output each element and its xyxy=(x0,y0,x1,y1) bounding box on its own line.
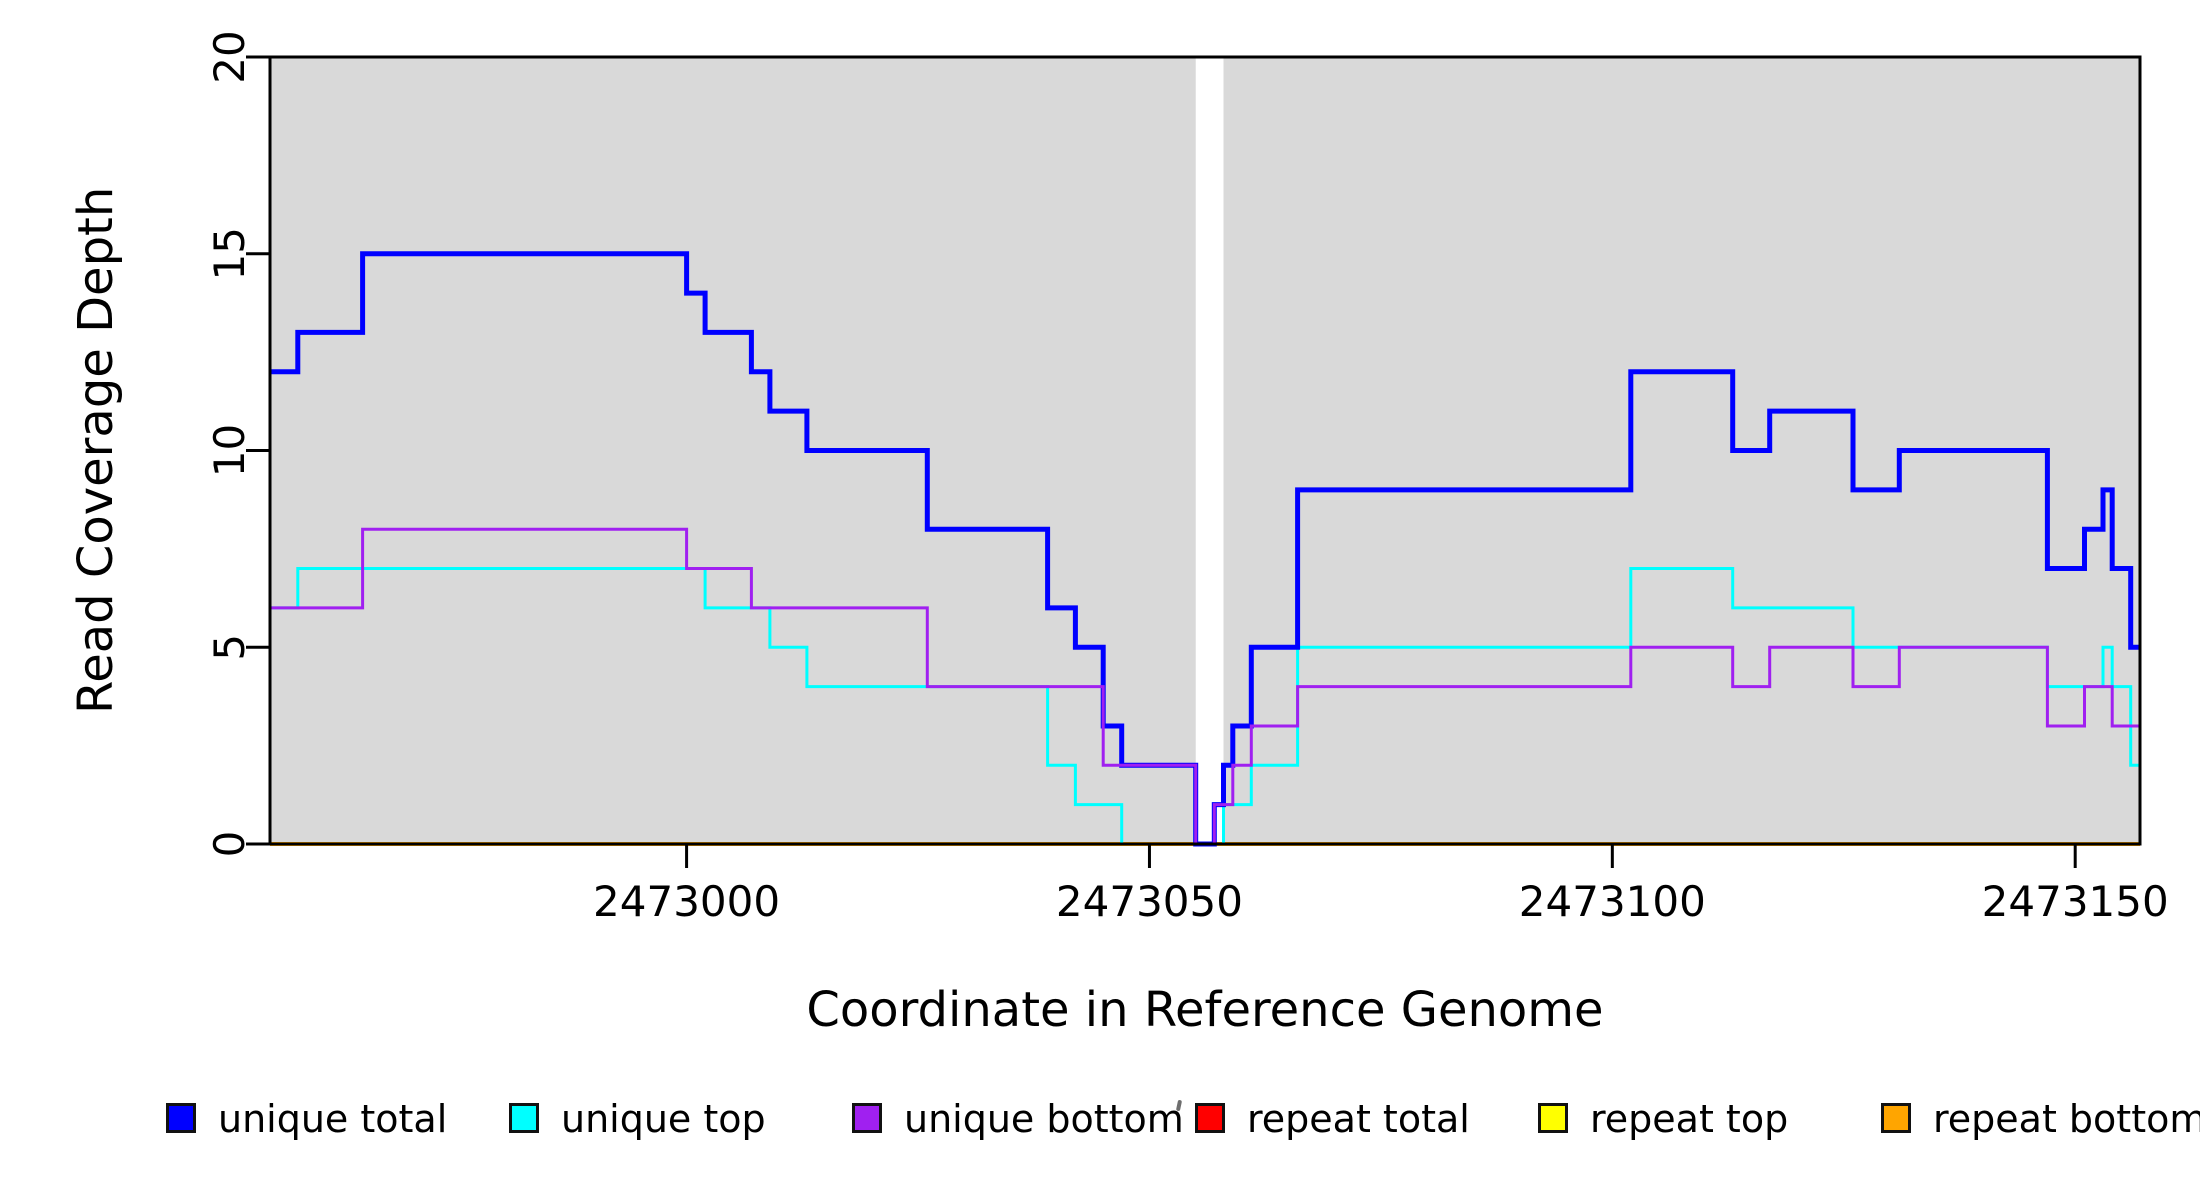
coverage-gap-band xyxy=(1195,58,1224,844)
y-axis-tick-label: 20 xyxy=(205,30,254,83)
legend-label: repeat bottom xyxy=(1933,1097,2200,1141)
y-axis-tick-label: 15 xyxy=(205,227,254,280)
y-axis-tick-label: 10 xyxy=(205,424,254,477)
legend-label: repeat top xyxy=(1590,1097,1789,1141)
legend-swatch-unique-bottom xyxy=(852,1103,882,1133)
x-axis-tick-label: 2473100 xyxy=(1519,877,1706,926)
legend-label: repeat total xyxy=(1247,1097,1470,1141)
legend-label: unique top xyxy=(561,1097,766,1141)
legend-label: unique bottom xyxy=(904,1097,1184,1141)
series-line-unique-top xyxy=(270,567,2140,846)
x-axis-tick-label: 2473150 xyxy=(1982,877,2169,926)
x-axis-title: Coordinate in Reference Genome xyxy=(806,982,1604,1038)
legend-label: unique total xyxy=(218,1097,448,1141)
legend-swatch-repeat-bottom xyxy=(1881,1103,1911,1133)
legend-swatch-unique-top xyxy=(509,1103,539,1133)
y-axis-tick-label: 0 xyxy=(205,831,254,858)
x-axis-tick-label: 2473050 xyxy=(1056,877,1243,926)
y-axis-title: Read Coverage Depth xyxy=(68,186,124,714)
legend-swatch-unique-total xyxy=(166,1103,196,1133)
legend-swatch-repeat-total xyxy=(1195,1103,1225,1133)
x-axis-tick-label: 2473000 xyxy=(593,877,780,926)
y-axis-tick-label: 5 xyxy=(205,634,254,661)
series-line-unique-bottom xyxy=(270,527,2140,846)
legend-swatch-repeat-top xyxy=(1538,1103,1568,1133)
